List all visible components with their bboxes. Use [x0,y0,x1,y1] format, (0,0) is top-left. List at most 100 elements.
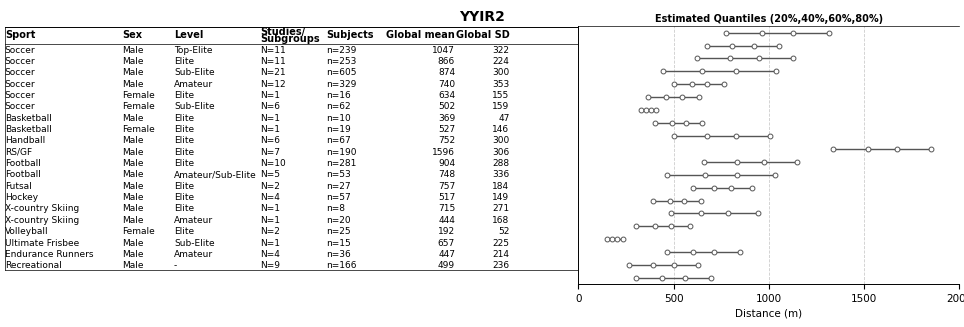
Text: Ultimate Frisbee: Ultimate Frisbee [5,238,79,248]
Text: Elite: Elite [174,204,194,214]
Text: 715: 715 [438,204,455,214]
Text: YYIR2: YYIR2 [459,10,505,24]
Text: Soccer: Soccer [5,68,36,77]
Text: n=19: n=19 [326,125,351,134]
Text: n=67: n=67 [326,136,351,145]
Text: Amateur/Sub-Elite: Amateur/Sub-Elite [174,170,256,180]
Text: 159: 159 [493,102,510,111]
Text: n=57: n=57 [326,193,351,202]
Text: Sub-Elite: Sub-Elite [174,68,215,77]
Text: Male: Male [122,45,144,55]
Text: 444: 444 [439,216,455,225]
Text: -: - [174,261,177,270]
Text: n=20: n=20 [326,216,351,225]
Text: Elite: Elite [174,227,194,236]
Text: Elite: Elite [174,91,194,100]
Text: 657: 657 [438,238,455,248]
Text: 866: 866 [438,57,455,66]
Text: Male: Male [122,113,144,123]
Text: Male: Male [122,238,144,248]
Text: Female: Female [122,91,155,100]
Text: Basketball: Basketball [5,125,52,134]
Text: Soccer: Soccer [5,102,36,111]
Text: Recreational: Recreational [5,261,62,270]
Text: n=8: n=8 [326,204,345,214]
Text: Endurance Runners: Endurance Runners [5,250,94,259]
Text: Male: Male [122,79,144,89]
Text: X-country Skiing: X-country Skiing [5,204,79,214]
Text: 288: 288 [493,159,510,168]
Text: Soccer: Soccer [5,45,36,55]
Text: 447: 447 [438,250,455,259]
Text: N=1: N=1 [260,238,281,248]
Text: N=1: N=1 [260,91,281,100]
Text: n=27: n=27 [326,182,351,191]
Text: 300: 300 [493,136,510,145]
Text: 149: 149 [493,193,510,202]
Text: n=605: n=605 [326,68,357,77]
Text: Soccer: Soccer [5,91,36,100]
Text: Male: Male [122,204,144,214]
Text: n=16: n=16 [326,91,351,100]
Text: Male: Male [122,148,144,157]
Text: 369: 369 [438,113,455,123]
Text: 502: 502 [438,102,455,111]
Text: Amateur: Amateur [174,216,213,225]
Text: Subjects: Subjects [326,30,373,40]
Text: Estimated Quantiles (20%,40%,60%,80%): Estimated Quantiles (20%,40%,60%,80%) [655,14,883,24]
Text: n=239: n=239 [326,45,357,55]
Text: Female: Female [122,125,155,134]
Text: N=9: N=9 [260,261,281,270]
Text: Sport: Sport [5,30,36,40]
Text: Male: Male [122,261,144,270]
Text: n=253: n=253 [326,57,357,66]
Text: Amateur: Amateur [174,250,213,259]
Text: n=10: n=10 [326,113,351,123]
Text: N=11: N=11 [260,57,285,66]
Text: N=12: N=12 [260,79,285,89]
Text: N=4: N=4 [260,250,280,259]
Text: 752: 752 [438,136,455,145]
Text: Sub-Elite: Sub-Elite [174,102,215,111]
Text: Male: Male [122,216,144,225]
Text: Basketball: Basketball [5,113,52,123]
Text: Football: Football [5,159,40,168]
Text: Elite: Elite [174,136,194,145]
X-axis label: Distance (m): Distance (m) [736,308,802,318]
Text: Global SD: Global SD [456,30,510,40]
Text: 874: 874 [438,68,455,77]
Text: Soccer: Soccer [5,57,36,66]
Text: Elite: Elite [174,193,194,202]
Text: 740: 740 [438,79,455,89]
Text: n=281: n=281 [326,159,357,168]
Text: N=2: N=2 [260,227,280,236]
Text: n=62: n=62 [326,102,351,111]
Text: 757: 757 [438,182,455,191]
Text: Male: Male [122,57,144,66]
Text: n=190: n=190 [326,148,357,157]
Text: Elite: Elite [174,159,194,168]
Text: n=36: n=36 [326,250,351,259]
Text: Male: Male [122,182,144,191]
Text: N=11: N=11 [260,45,285,55]
Text: Male: Male [122,159,144,168]
Text: N=1: N=1 [260,125,281,134]
Text: 192: 192 [438,227,455,236]
Text: N=5: N=5 [260,170,281,180]
Text: N=6: N=6 [260,136,281,145]
Text: 225: 225 [493,238,510,248]
Text: N=6: N=6 [260,102,281,111]
Text: Global mean: Global mean [387,30,455,40]
Text: Subgroups: Subgroups [260,34,320,43]
Text: 1596: 1596 [432,148,455,157]
Text: Female: Female [122,102,155,111]
Text: n=166: n=166 [326,261,357,270]
Text: 904: 904 [438,159,455,168]
Text: 184: 184 [493,182,510,191]
Text: Studies/: Studies/ [260,27,306,37]
Text: 52: 52 [498,227,510,236]
Text: Top-Elite: Top-Elite [174,45,212,55]
Text: 47: 47 [498,113,510,123]
Text: N=2: N=2 [260,182,280,191]
Text: N=21: N=21 [260,68,285,77]
